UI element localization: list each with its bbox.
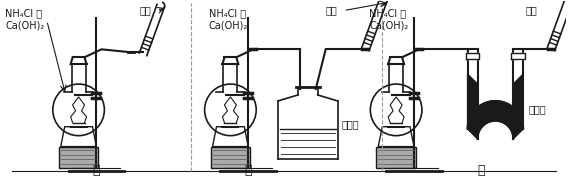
- Text: NH₄Cl 和
Ca(OH)₂: NH₄Cl 和 Ca(OH)₂: [369, 9, 408, 30]
- Text: NH₄Cl 和
Ca(OH)₂: NH₄Cl 和 Ca(OH)₂: [208, 9, 248, 30]
- Text: 浓硫酸: 浓硫酸: [341, 120, 359, 130]
- Bar: [59, 147, 98, 168]
- Polygon shape: [511, 53, 525, 59]
- Polygon shape: [223, 57, 239, 64]
- Polygon shape: [467, 101, 523, 139]
- Polygon shape: [388, 57, 404, 64]
- Polygon shape: [70, 57, 86, 64]
- Polygon shape: [212, 127, 248, 147]
- Text: 乙: 乙: [245, 164, 252, 177]
- Bar: [211, 147, 250, 168]
- Polygon shape: [378, 127, 414, 147]
- Polygon shape: [466, 53, 479, 59]
- Text: 甲: 甲: [93, 164, 100, 177]
- Text: 棉花: 棉花: [325, 6, 337, 16]
- Polygon shape: [513, 74, 523, 139]
- Bar: [376, 147, 416, 168]
- Polygon shape: [61, 127, 97, 147]
- Text: 棉花: 棉花: [139, 6, 151, 16]
- Text: 丙: 丙: [478, 164, 485, 177]
- Polygon shape: [467, 74, 478, 139]
- Text: 碱石灰: 碱石灰: [528, 104, 546, 114]
- Text: 棉花: 棉花: [525, 6, 537, 16]
- Text: NH₄Cl 和
Ca(OH)₂: NH₄Cl 和 Ca(OH)₂: [5, 9, 44, 30]
